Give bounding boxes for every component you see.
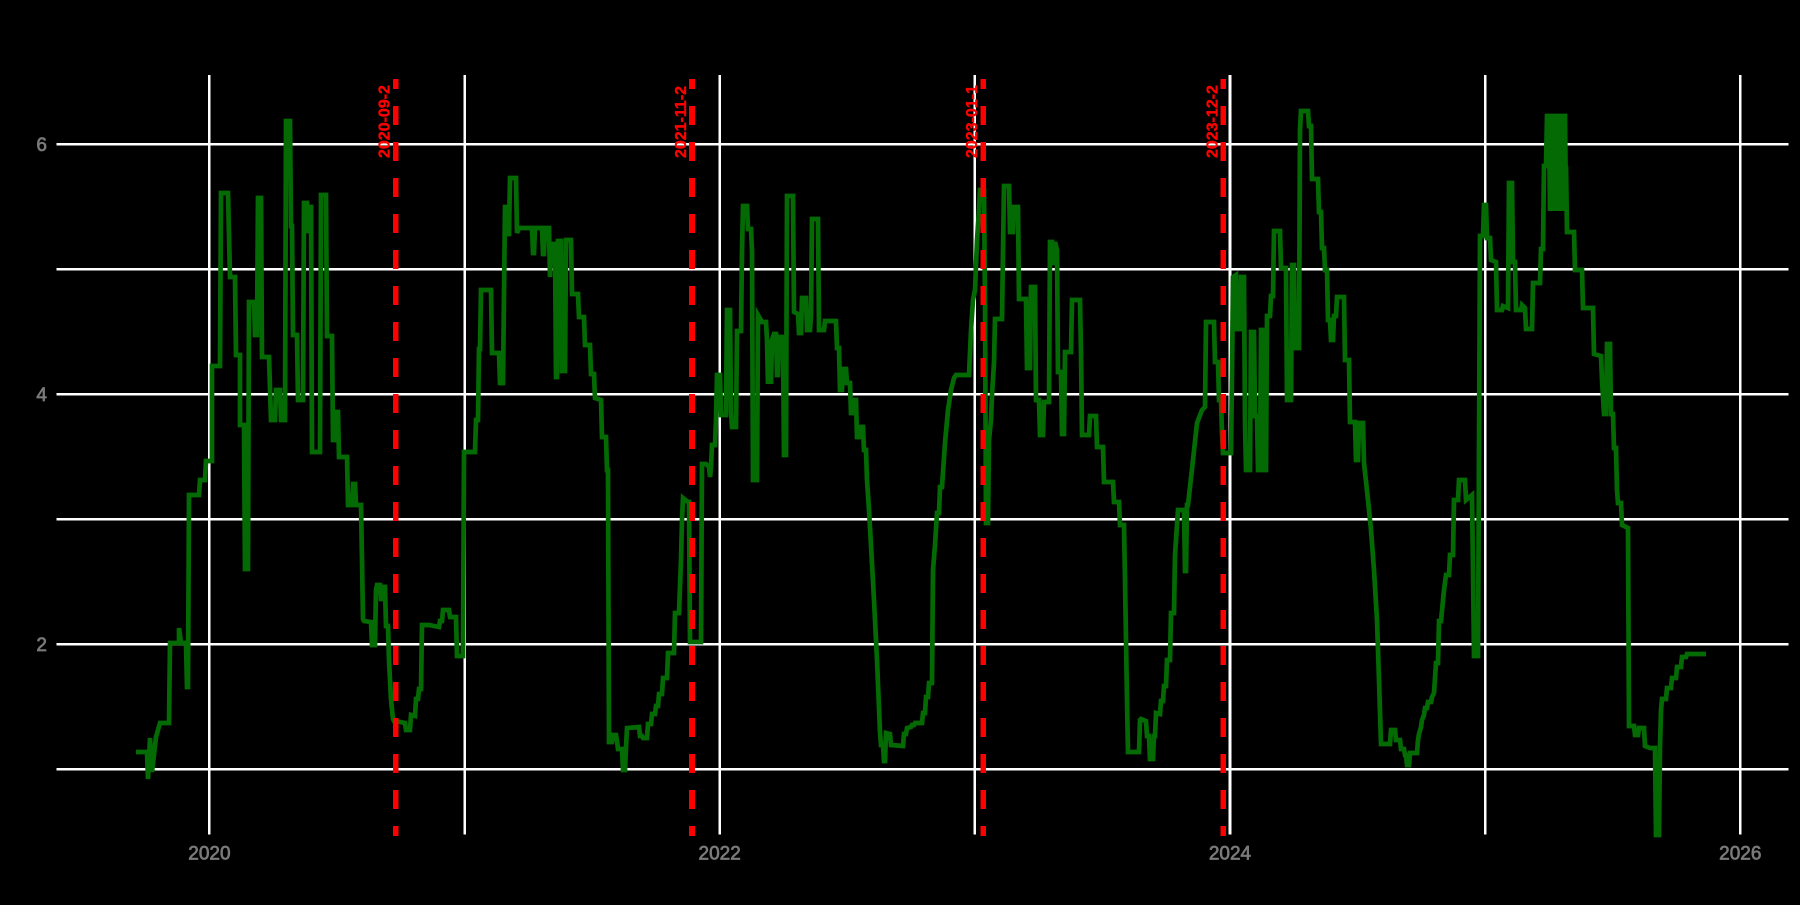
svg-text:2020: 2020 [188, 844, 230, 865]
svg-text:2: 2 [36, 635, 47, 656]
svg-text:6: 6 [36, 135, 47, 156]
svg-text:4: 4 [36, 385, 47, 406]
svg-text:2023-01-1: 2023-01-1 [964, 85, 981, 158]
svg-text:2026: 2026 [1719, 844, 1761, 865]
svg-text:2024: 2024 [1209, 844, 1252, 865]
svg-text:2022: 2022 [699, 844, 741, 865]
svg-text:2023-12-2: 2023-12-2 [1204, 85, 1221, 158]
svg-text:2021-11-2: 2021-11-2 [673, 86, 690, 158]
svg-text:2020-09-2: 2020-09-2 [377, 85, 394, 158]
